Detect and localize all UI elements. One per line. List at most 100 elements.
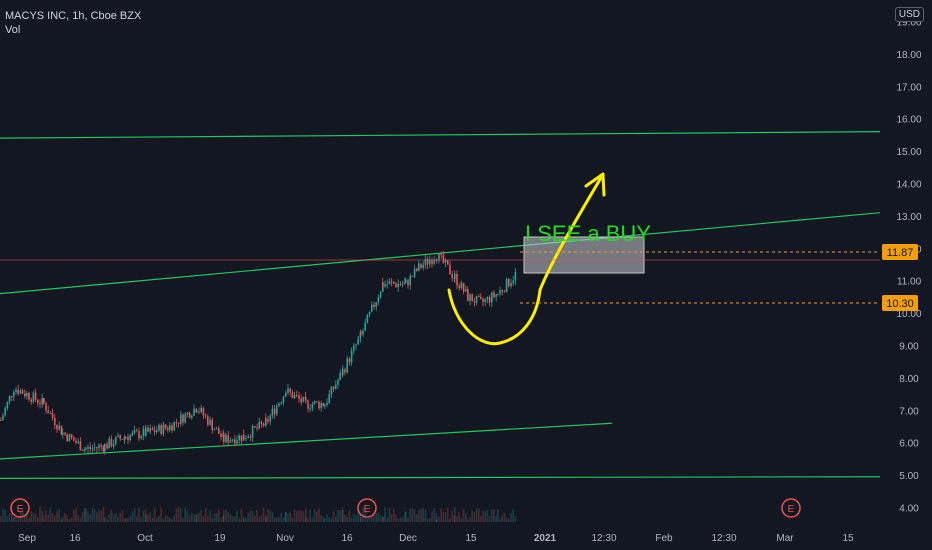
candle-body — [171, 425, 173, 431]
candle-body — [4, 408, 6, 416]
candle-body — [85, 448, 87, 450]
candle-body — [24, 393, 26, 397]
volume-bar — [276, 517, 278, 522]
volume-bar — [382, 516, 384, 522]
candle-body — [486, 296, 489, 300]
chart-legend[interactable]: MACYS INC, 1h, Cboe BZX Vol — [5, 9, 141, 37]
volume-bar — [318, 508, 320, 522]
volume-bar — [188, 515, 191, 522]
volume-bar — [169, 517, 171, 522]
candle-body — [87, 446, 89, 449]
candle-body — [39, 403, 41, 405]
candle-body — [373, 304, 375, 308]
volume-bar — [371, 515, 373, 522]
currency-badge[interactable]: USD — [894, 7, 924, 22]
time-tick-label: Nov — [276, 533, 294, 544]
candle-body — [89, 446, 91, 449]
volume-bar — [416, 513, 418, 522]
volume-bar — [339, 510, 341, 522]
price-tick-label: 15.00 — [896, 147, 921, 158]
volume-bar — [478, 508, 480, 522]
volume-bar — [420, 508, 422, 522]
candle-body — [104, 444, 106, 452]
candle-body — [285, 392, 287, 397]
candle-body — [407, 280, 409, 286]
candle-body — [64, 432, 66, 435]
volume-bar — [151, 517, 154, 522]
candle-body — [379, 292, 382, 298]
candle-body — [21, 390, 24, 394]
volume-bar — [462, 509, 465, 522]
volume-bar — [495, 516, 497, 522]
candle-body — [324, 404, 326, 407]
candle-body — [17, 389, 19, 394]
trendline-support[interactable] — [0, 476, 881, 479]
candle-body — [291, 392, 294, 398]
volume-bar — [54, 515, 56, 522]
arrow-head[interactable] — [584, 172, 606, 197]
volume-bar — [66, 515, 68, 522]
candle-body — [337, 379, 339, 385]
candle-body — [326, 402, 328, 405]
volume-bar — [47, 514, 49, 522]
volume-bar — [278, 517, 280, 522]
candle-body — [79, 441, 82, 451]
volume-bar — [491, 509, 493, 522]
candle-body — [384, 284, 386, 287]
candle-body — [186, 412, 189, 414]
price-tick-label: 19.00 — [896, 18, 921, 29]
candle-body — [313, 401, 316, 405]
volume-bar — [382, 516, 384, 522]
volume-bar — [177, 507, 180, 522]
candle-body — [377, 297, 380, 302]
volume-bar — [475, 508, 478, 522]
price-tick-label: 4.00 — [899, 504, 919, 515]
trendline-upper[interactable] — [0, 212, 881, 295]
candle-body — [123, 437, 126, 440]
volume-bar — [39, 507, 41, 522]
candle-body — [413, 268, 416, 277]
symbol-title[interactable]: MACYS INC, 1h, Cboe BZX — [5, 10, 142, 22]
volume-bar — [238, 517, 240, 522]
candle-body — [119, 435, 121, 439]
volume-bar — [209, 510, 211, 522]
price-tick-label: 10.00 — [896, 309, 921, 320]
volume-bar — [298, 510, 300, 522]
volume-bar — [335, 516, 337, 522]
earnings-marker-nov[interactable]: E — [357, 498, 377, 518]
time-tick-label: 19 — [214, 533, 226, 544]
volume-bar — [514, 516, 517, 522]
candle-body — [245, 438, 247, 440]
candle-body — [431, 260, 433, 264]
u-curve-arrow[interactable] — [447, 288, 542, 346]
price-badge-11-87 — [882, 244, 918, 260]
buy-zone-rect[interactable] — [523, 236, 645, 274]
candle-body — [271, 408, 274, 416]
volume-bar — [368, 515, 371, 522]
earnings-marker-mar[interactable]: E — [781, 498, 801, 518]
volume-bar — [285, 511, 287, 522]
earnings-marker-sep[interactable]: E — [10, 498, 30, 518]
candle-body — [280, 402, 282, 404]
volume-bar — [85, 508, 87, 522]
candle-body — [136, 430, 138, 432]
candle-body — [68, 434, 71, 442]
candle-body — [497, 293, 499, 295]
volume-bar — [45, 510, 47, 522]
price-badge-10-30 — [882, 295, 918, 311]
candle-body — [207, 416, 209, 425]
candle-body — [512, 280, 514, 283]
volume-label[interactable]: Vol — [5, 24, 21, 36]
volume-bar — [362, 507, 364, 522]
volume-bar — [442, 511, 445, 522]
volume-bar — [271, 511, 274, 522]
candle-body — [473, 301, 476, 303]
volume-bar — [458, 512, 460, 522]
up-arrow-line[interactable] — [538, 174, 604, 292]
time-tick-label: Dec — [399, 533, 417, 544]
trendline-top[interactable] — [0, 131, 881, 139]
trendline-lower[interactable] — [0, 422, 613, 460]
volume-bar — [262, 507, 265, 522]
volume-bar — [32, 513, 35, 522]
